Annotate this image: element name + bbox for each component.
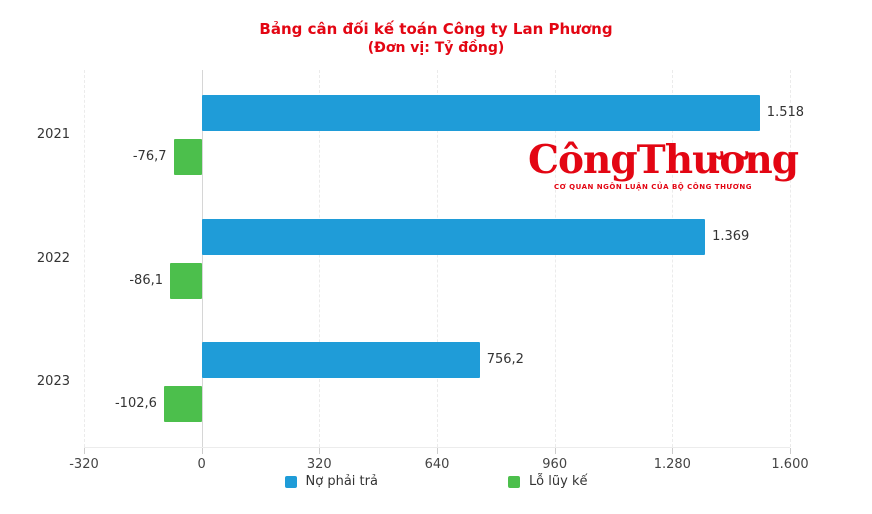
bar-no-phai-tra bbox=[201, 218, 706, 255]
axis-tick-label: 960 bbox=[542, 457, 568, 472]
chart-subtitle: (Đơn vị: Tỷ đồng) bbox=[367, 40, 505, 56]
grid-line bbox=[790, 70, 791, 447]
legend: Nợ phải trả Lỗ lũy kế bbox=[0, 474, 872, 489]
axis-tick bbox=[790, 448, 791, 454]
congthuong-logo-tagline: CƠ QUAN NGÔN LUẬN CỦA BỘ CÔNG THƯƠNG bbox=[553, 183, 752, 191]
congthuong-watermark: CôngThương CƠ QUAN NGÔN LUẬN CỦA BỘ CÔNG… bbox=[528, 137, 799, 191]
axis-tick-label: 0 bbox=[197, 457, 206, 472]
axis-tick bbox=[84, 448, 85, 454]
bar-no-phai-tra bbox=[201, 342, 480, 378]
bar-lo-luy-ke bbox=[170, 262, 202, 299]
legend-label: Lỗ lũy kế bbox=[528, 474, 588, 489]
axis-tick-label: 1.600 bbox=[771, 457, 809, 472]
grid-line bbox=[672, 70, 674, 447]
category-labels: 2021 2022 2023 bbox=[0, 70, 76, 447]
legend-label: Nợ phải trả bbox=[305, 474, 378, 489]
axis-tick bbox=[201, 448, 203, 454]
plot-area: 1.518 -76,7 1.369 -86,1 756,2 -102,6 bbox=[84, 70, 804, 447]
axis-tick bbox=[554, 448, 556, 454]
bar-value-label: 1.369 bbox=[712, 228, 750, 244]
axis-tick bbox=[437, 448, 438, 454]
bar-value-label: -86,1 bbox=[129, 272, 163, 288]
grid-line bbox=[319, 70, 321, 447]
bar-value-label: 756,2 bbox=[486, 352, 524, 367]
legend-swatch bbox=[284, 475, 297, 488]
x-axis: -320 0 320 640 960 1.280 1.600 bbox=[69, 447, 809, 480]
axis-tick-label: 640 bbox=[424, 457, 450, 472]
bar-lo-luy-ke bbox=[173, 139, 202, 175]
grid-line bbox=[437, 70, 438, 447]
category-label: 2021 bbox=[36, 127, 70, 142]
category-label: 2022 bbox=[36, 250, 70, 266]
axis-tick-label: -320 bbox=[69, 457, 99, 472]
bar-no-phai-tra bbox=[201, 95, 760, 131]
axis-tick-label: 320 bbox=[306, 457, 332, 472]
axis-tick bbox=[319, 448, 321, 454]
axis-tick bbox=[672, 448, 674, 454]
grid-line bbox=[554, 70, 556, 447]
category-label: 2023 bbox=[36, 374, 70, 389]
legend-swatch bbox=[507, 475, 520, 488]
bar-value-label: -76,7 bbox=[132, 149, 167, 164]
legend-item[interactable]: Lỗ lũy kế bbox=[507, 474, 588, 489]
axis-tick-label: 1.280 bbox=[653, 457, 691, 472]
bar-value-label: -102,6 bbox=[114, 396, 157, 411]
congthuong-logo-text: CôngThương bbox=[528, 137, 799, 183]
bar-lo-luy-ke bbox=[163, 386, 202, 422]
bar-value-label: 1.518 bbox=[766, 105, 805, 120]
legend-item[interactable]: Nợ phải trả bbox=[284, 474, 378, 489]
grid-line bbox=[84, 70, 85, 447]
chart-title: Bảng cân đối kế toán Công ty Lan Phương bbox=[259, 20, 613, 38]
zero-axis-line bbox=[201, 70, 203, 447]
